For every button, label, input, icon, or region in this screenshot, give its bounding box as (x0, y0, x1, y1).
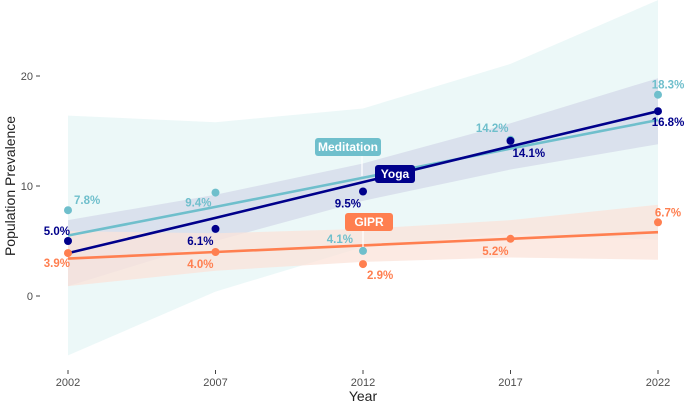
yoga-point (654, 107, 662, 116)
y-axis: 0 10 20 (21, 71, 40, 303)
meditation-series-label: Meditation (318, 140, 378, 154)
yoga-series-label: Yoga (381, 167, 410, 181)
y-tick-label: 20 (21, 71, 33, 83)
x-tick-label: 2012 (351, 377, 375, 389)
yoga-value-label: 6.1% (187, 236, 213, 248)
x-tick-label: 2002 (56, 377, 80, 389)
meditation-point (64, 206, 72, 215)
yoga-point (64, 237, 72, 245)
meditation-point (654, 90, 662, 99)
meditation-value-label: 9.4% (185, 198, 211, 210)
x-tick-label: 2007 (203, 377, 227, 389)
meditation-value-label: 18.3% (652, 80, 685, 92)
y-tick-label: 10 (21, 181, 33, 193)
y-axis-title: Population Prevalence (2, 116, 18, 256)
yoga-trend-line (67, 109, 659, 255)
gipr-point (64, 249, 72, 258)
x-axis-title: Year (349, 388, 378, 403)
gipr-value-label: 4.0% (187, 259, 213, 271)
yoga-point (211, 224, 220, 233)
yoga-value-label: 5.0% (44, 226, 70, 238)
gipr-point (359, 260, 367, 269)
gipr-value-label: 5.2% (482, 246, 508, 258)
meditation-value-label: 14.2% (476, 123, 509, 135)
meditation-label-box (315, 138, 381, 156)
gipr-point (654, 218, 662, 227)
meditation-trend-line (67, 118, 659, 237)
x-tick-label: 2022 (646, 377, 670, 389)
gipr-point (506, 234, 515, 243)
yoga-value-label: 16.8% (652, 117, 685, 129)
meditation-point (211, 188, 220, 197)
gipr-value-label: 3.9% (44, 258, 70, 270)
y-tick-label: 0 (27, 291, 33, 303)
gipr-value-label: 2.9% (367, 270, 393, 282)
gipr-series-label: GIPR (354, 215, 384, 229)
yoga-point (506, 136, 515, 145)
x-tick-label: 2017 (498, 377, 522, 389)
meditation-point (359, 246, 367, 255)
meditation-value-label: 4.1% (327, 234, 353, 246)
gipr-label-box (345, 213, 393, 231)
yoga-point (359, 187, 367, 196)
yoga-label-box (375, 165, 415, 183)
data-points (64, 90, 662, 269)
meditation-value-label: 7.8% (74, 195, 100, 207)
data-labels: 7.8% 9.4% 4.1% 14.2% 18.3% 5.0% 6.1% 9.5% 14.1% 1… (44, 80, 685, 282)
gipr-value-label: 6.7% (655, 207, 681, 219)
gipr-point (211, 248, 220, 256)
yoga-value-label: 14.1% (513, 148, 546, 160)
yoga-value-label: 9.5% (335, 199, 361, 211)
x-axis: 2002 2007 2012 2017 2022 (56, 370, 670, 389)
